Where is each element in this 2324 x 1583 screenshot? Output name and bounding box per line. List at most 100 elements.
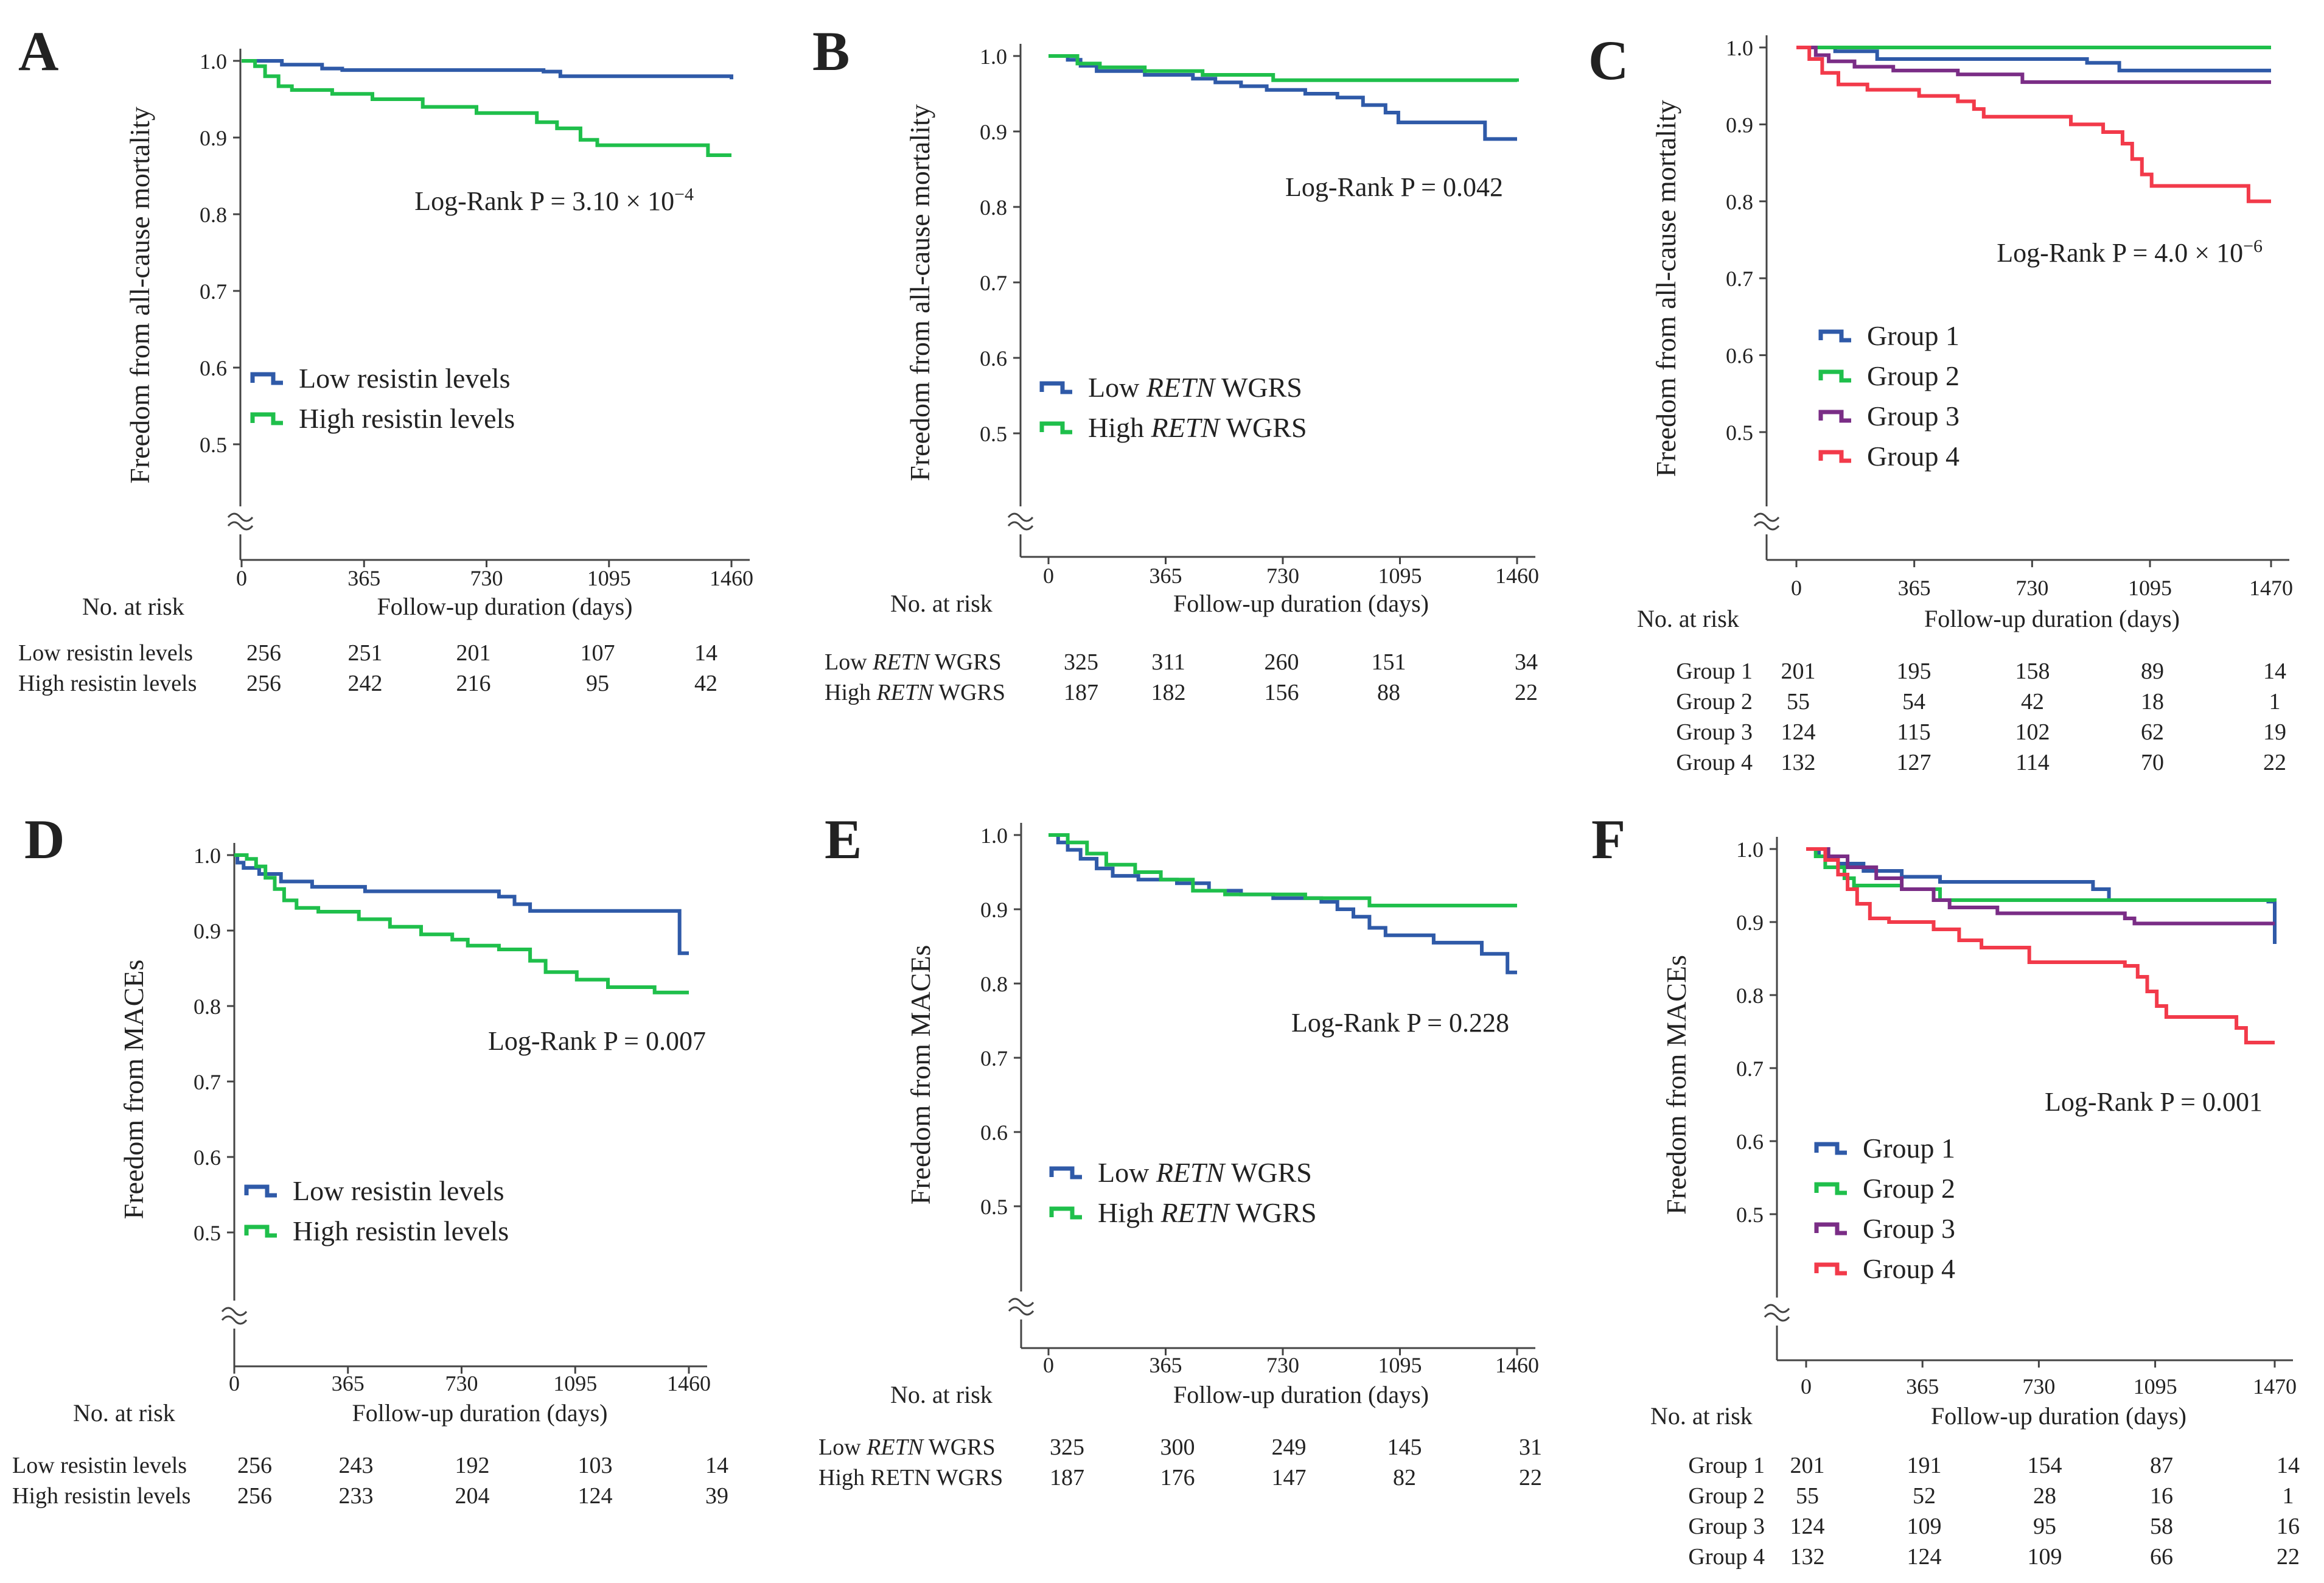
risk-value: 31 — [1519, 1434, 1542, 1460]
legend-swatch-blue — [1818, 329, 1851, 343]
risk-value: 176 — [1160, 1465, 1195, 1490]
legend-label: High resistin levels — [293, 1215, 509, 1246]
risk-value: 242 — [348, 671, 383, 696]
risk-table-header: No. at risk — [82, 593, 184, 620]
risk-value: 132 — [1781, 750, 1816, 775]
risk-row-label: Group 2 — [1688, 1483, 1765, 1509]
y-tick-label: 0.7 — [1736, 1057, 1764, 1081]
risk-value: 256 — [246, 640, 281, 666]
y-tick-label: 0.6 — [980, 346, 1007, 371]
risk-value: 300 — [1160, 1434, 1195, 1460]
panel-letter: B — [812, 20, 850, 82]
risk-value: 195 — [1897, 659, 1931, 684]
risk-value: 251 — [348, 640, 383, 666]
risk-value: 89 — [2141, 659, 2164, 684]
legend-label: Group 3 — [1867, 400, 1959, 432]
risk-value: 42 — [694, 671, 717, 696]
risk-value: 109 — [1907, 1514, 1942, 1539]
x-tick-label: 1095 — [1378, 564, 1422, 588]
risk-value: 147 — [1272, 1465, 1307, 1490]
risk-value: 14 — [2263, 659, 2286, 684]
risk-value: 201 — [1790, 1453, 1825, 1478]
risk-row-label: High resistin levels — [12, 1483, 190, 1509]
risk-value: 70 — [2141, 750, 2164, 775]
risk-row-label: High resistin levels — [18, 671, 197, 696]
km-curve-green — [1049, 833, 1517, 907]
log-rank-annotation: Log-Rank P = 3.10 × 10−4 — [414, 184, 694, 217]
legend-swatch-blue — [1049, 1166, 1082, 1179]
x-tick-label: 1095 — [2134, 1374, 2177, 1399]
x-tick-label: 0 — [1043, 564, 1054, 588]
risk-row-label: Group 2 — [1676, 689, 1753, 715]
km-curve-blue — [1049, 54, 1517, 141]
y-tick-label: 1.0 — [1736, 837, 1764, 862]
risk-value: 103 — [578, 1453, 613, 1478]
legend-swatch-green — [1818, 369, 1851, 383]
risk-table-header: No. at risk — [1637, 605, 1739, 632]
y-axis-label: Freedom from MACEs — [118, 960, 149, 1220]
x-tick-label: 0 — [229, 1371, 240, 1396]
y-tick-label: 0.9 — [980, 120, 1007, 144]
risk-value: 182 — [1151, 680, 1186, 705]
risk-value: 14 — [705, 1453, 728, 1478]
x-tick-label: 0 — [1043, 1353, 1054, 1377]
y-tick-label: 0.8 — [200, 203, 227, 227]
risk-value: 201 — [1781, 659, 1816, 684]
legend-swatch-blue — [1039, 381, 1072, 394]
risk-value: 1 — [2269, 689, 2281, 715]
risk-value: 124 — [1907, 1544, 1942, 1570]
risk-value: 52 — [1913, 1483, 1936, 1509]
risk-table-header: No. at risk — [890, 590, 993, 617]
risk-value: 87 — [2150, 1453, 2173, 1478]
panel-e: E 0.5 0.6 0.7 0.8 0.9 1.0 0 365 730 1095 1460 Freedo… — [818, 808, 1542, 1490]
x-axis-label: Follow-up duration (days) — [1931, 1402, 2186, 1430]
panel-letter: A — [18, 20, 58, 82]
risk-value: 66 — [2150, 1544, 2173, 1570]
legend-label: High RETN WGRS — [1098, 1197, 1317, 1228]
x-tick-label: 730 — [2015, 576, 2048, 600]
x-axis-label: Follow-up duration (days) — [1173, 590, 1429, 617]
risk-value: 1 — [2283, 1483, 2294, 1509]
risk-value: 55 — [1787, 689, 1810, 715]
legend-label: Group 1 — [1867, 320, 1959, 351]
y-axis-label: Freedom from MACEs — [905, 945, 936, 1205]
log-rank-annotation: Log-Rank P = 0.001 — [2045, 1087, 2263, 1117]
legend-label: Low RETN WGRS — [1098, 1157, 1312, 1188]
x-tick-label: 1460 — [667, 1371, 711, 1396]
y-tick-label: 1.0 — [194, 844, 221, 868]
x-axis-label: Follow-up duration (days) — [352, 1399, 608, 1427]
x-axis-label: Follow-up duration (days) — [1173, 1381, 1429, 1408]
risk-table-header: No. at risk — [1650, 1402, 1753, 1430]
y-tick-label: 0.5 — [980, 422, 1007, 446]
legend-label: Group 2 — [1867, 360, 1959, 391]
risk-value: 42 — [2021, 689, 2044, 715]
risk-value: 34 — [1515, 649, 1538, 675]
risk-value: 115 — [1897, 719, 1931, 745]
risk-row-label: Low RETN WGRS — [818, 1434, 996, 1460]
legend-swatch-purple — [1818, 410, 1851, 423]
y-tick-label: 1.0 — [980, 823, 1008, 848]
risk-row-label: High RETN WGRS — [825, 680, 1005, 705]
km-curve-green — [1806, 847, 2277, 902]
x-tick-label: 1095 — [553, 1371, 597, 1396]
x-tick-label: 730 — [445, 1371, 478, 1396]
legend-label: Low resistin levels — [299, 363, 511, 394]
risk-value: 132 — [1790, 1544, 1825, 1570]
risk-row-label: Low resistin levels — [18, 640, 193, 666]
risk-value: 39 — [705, 1483, 728, 1509]
risk-value: 124 — [1781, 719, 1816, 745]
y-tick-label: 0.9 — [1736, 910, 1764, 935]
axis-break-mark — [1764, 1304, 1790, 1322]
y-tick-label: 0.9 — [980, 898, 1008, 922]
risk-value: 124 — [1790, 1514, 1825, 1539]
risk-value: 243 — [339, 1453, 374, 1478]
x-tick-label: 1460 — [710, 566, 753, 590]
x-tick-label: 1095 — [1378, 1353, 1422, 1377]
y-tick-label: 0.5 — [980, 1195, 1008, 1219]
legend-swatch-green — [244, 1225, 277, 1238]
legend-label: High RETN WGRS — [1088, 412, 1307, 443]
legend-label: Group 2 — [1863, 1173, 1955, 1204]
panel-letter: F — [1591, 808, 1625, 870]
risk-value: 158 — [2015, 659, 2050, 684]
